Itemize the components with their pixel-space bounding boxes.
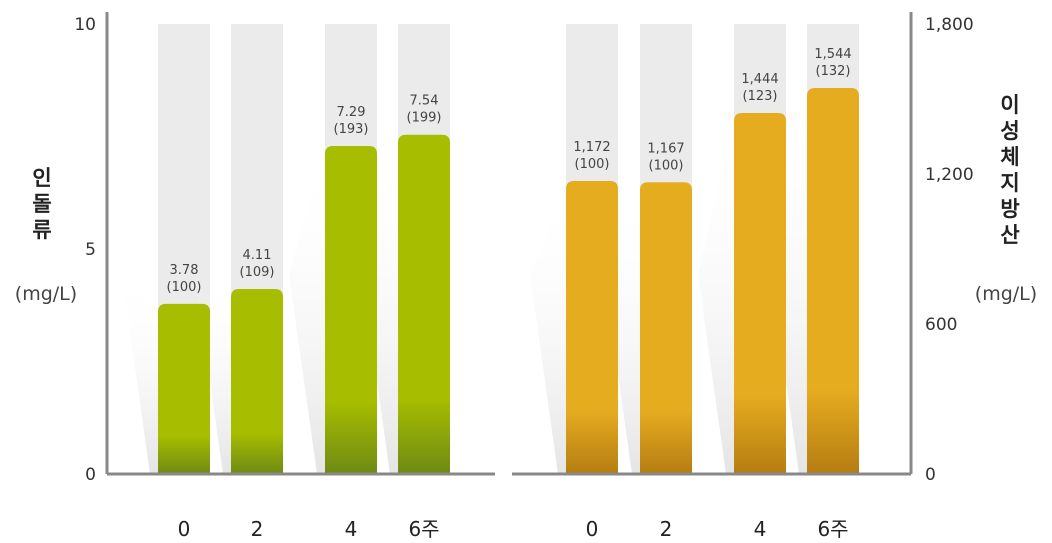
y-axis-unit: (mg/L) xyxy=(15,283,77,305)
y-axis-title-char: 지 xyxy=(1000,171,1019,195)
bar xyxy=(734,113,786,474)
bar xyxy=(158,303,210,474)
bar-value-label: 7.29 xyxy=(337,105,366,120)
y-axis-title-char: 돌 xyxy=(32,192,51,216)
bar-shadow xyxy=(122,274,158,474)
y-axis-title-char: 방 xyxy=(1000,197,1019,221)
bar-value-label: 1,444 xyxy=(741,72,778,87)
y-axis-title-char: 성 xyxy=(1000,119,1019,143)
bar-shadow xyxy=(289,151,325,474)
y-tick-label: 5 xyxy=(85,240,96,260)
y-axis-title-char: 인 xyxy=(32,166,51,190)
bar-shadow xyxy=(530,187,566,474)
bar-value-label: 4.11 xyxy=(243,248,272,263)
x-tick-label: 0 xyxy=(586,517,599,541)
y-tick-label: 600 xyxy=(925,315,957,335)
y-tick-label: 0 xyxy=(925,465,936,485)
y-axis-unit: (mg/L) xyxy=(975,283,1037,305)
bar-index-label: (100) xyxy=(167,280,202,295)
bar-shadow xyxy=(362,140,398,474)
bar-value-label: 1,172 xyxy=(573,140,610,155)
x-tick-label: 6주 xyxy=(817,517,848,541)
bar-shadow xyxy=(698,119,734,474)
bar-value-label: 7.54 xyxy=(410,94,439,109)
y-axis-title-char: 산 xyxy=(1000,223,1019,247)
bar xyxy=(231,289,283,474)
bar-shadow xyxy=(771,94,807,474)
x-tick-label: 2 xyxy=(251,517,264,541)
x-tick-label: 0 xyxy=(178,517,191,541)
y-axis-title-char: 체 xyxy=(1000,145,1019,169)
x-tick-label: 4 xyxy=(345,517,358,541)
bar-index-label: (123) xyxy=(743,89,778,104)
bar xyxy=(566,181,618,474)
bar xyxy=(325,145,377,474)
bar xyxy=(640,182,692,474)
y-axis-title-char: 류 xyxy=(32,218,51,242)
x-tick-label: 2 xyxy=(660,517,673,541)
bar-index-label: (199) xyxy=(407,111,442,126)
bar-index-label: (132) xyxy=(816,64,851,79)
bar xyxy=(398,134,450,474)
x-tick-label: 6주 xyxy=(408,517,439,541)
y-tick-label: 10 xyxy=(74,15,96,35)
bar-index-label: (100) xyxy=(575,157,610,172)
bar-value-label: 1,167 xyxy=(647,141,684,156)
y-axis-title-char: 이 xyxy=(1000,93,1019,117)
y-tick-label: 1,800 xyxy=(925,15,974,35)
x-tick-label: 4 xyxy=(754,517,767,541)
bar xyxy=(807,88,859,474)
bar-index-label: (100) xyxy=(649,158,684,173)
bar-index-label: (109) xyxy=(240,265,275,280)
bar-value-label: 3.78 xyxy=(170,263,199,278)
y-tick-label: 0 xyxy=(85,465,96,485)
bar-value-label: 1,544 xyxy=(814,47,851,62)
y-tick-label: 1,200 xyxy=(925,165,974,185)
bar-index-label: (193) xyxy=(334,122,369,137)
